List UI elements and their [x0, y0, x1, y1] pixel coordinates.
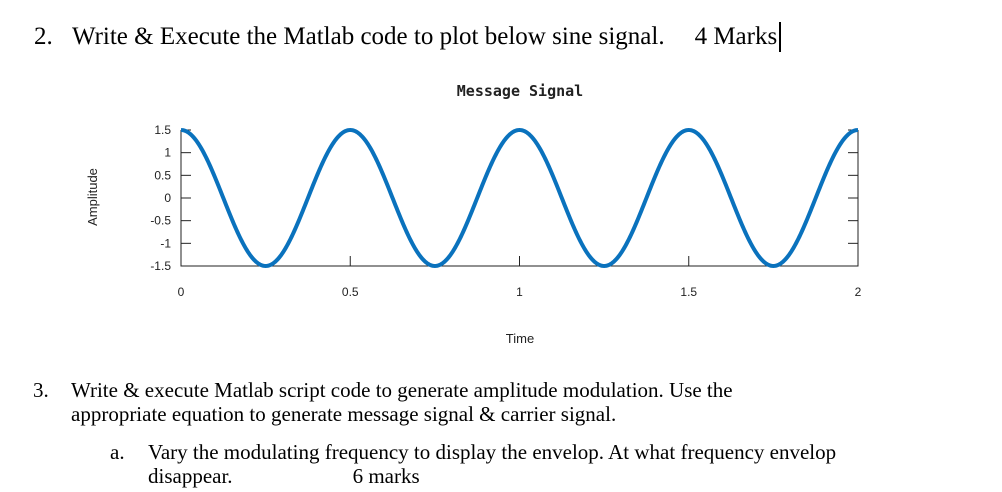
question-3a-letter: a.: [110, 440, 125, 464]
x-tick-label: 1.5: [680, 285, 697, 299]
x-tick-label: 2: [855, 285, 862, 299]
question-3a-line-1: Vary the modulating frequency to display…: [148, 440, 837, 464]
x-axis-label: Time: [506, 331, 534, 346]
y-tick-label: 1: [164, 146, 171, 160]
question-2-number: 2.: [34, 23, 53, 50]
question-2-text: Write & Execute the Matlab code to plot …: [72, 23, 665, 50]
y-tick-label: 0: [164, 191, 171, 205]
x-tick-label: 0: [178, 285, 185, 299]
plot-area: 1.5 1 0.5 0 -0.5 -1 -1.5 0 0.5 1 1.5 2: [150, 123, 861, 299]
question-3a: a. Vary the modulating frequency to displ…: [110, 440, 836, 488]
x-tick-label: 0.5: [342, 285, 359, 299]
y-tick-label: -0.5: [150, 214, 171, 228]
y-tick-label: 0.5: [154, 168, 171, 182]
question-3: 3. Write & execute Matlab script code to …: [33, 378, 733, 426]
question-3-line-2: appropriate equation to generate message…: [71, 402, 617, 426]
y-tick-label: -1: [160, 236, 171, 250]
question-2-marks: 4 Marks: [694, 23, 778, 50]
text-cursor: [779, 22, 782, 52]
axis-frame: [180, 130, 859, 267]
message-signal-line: [180, 128, 859, 268]
question-3-line-1: Write & execute Matlab script code to ge…: [71, 378, 733, 402]
question-3-number: 3.: [33, 378, 49, 402]
question-3a-marks: 6 marks: [352, 464, 420, 488]
chart-title: Message Signal: [457, 82, 583, 100]
question-2: 2. Write & Execute the Matlab code to plo…: [34, 22, 782, 52]
y-tick-label: -1.5: [150, 259, 171, 273]
y-axis-label: Amplitude: [85, 168, 100, 226]
y-tick-label: 1.5: [154, 123, 171, 137]
message-signal-chart: Message Signal Amplitude Time 1.5 1 0.5 0 -0…: [85, 82, 862, 346]
x-tick-label: 1: [516, 285, 523, 299]
question-3a-line-2: disappear.: [148, 464, 233, 488]
